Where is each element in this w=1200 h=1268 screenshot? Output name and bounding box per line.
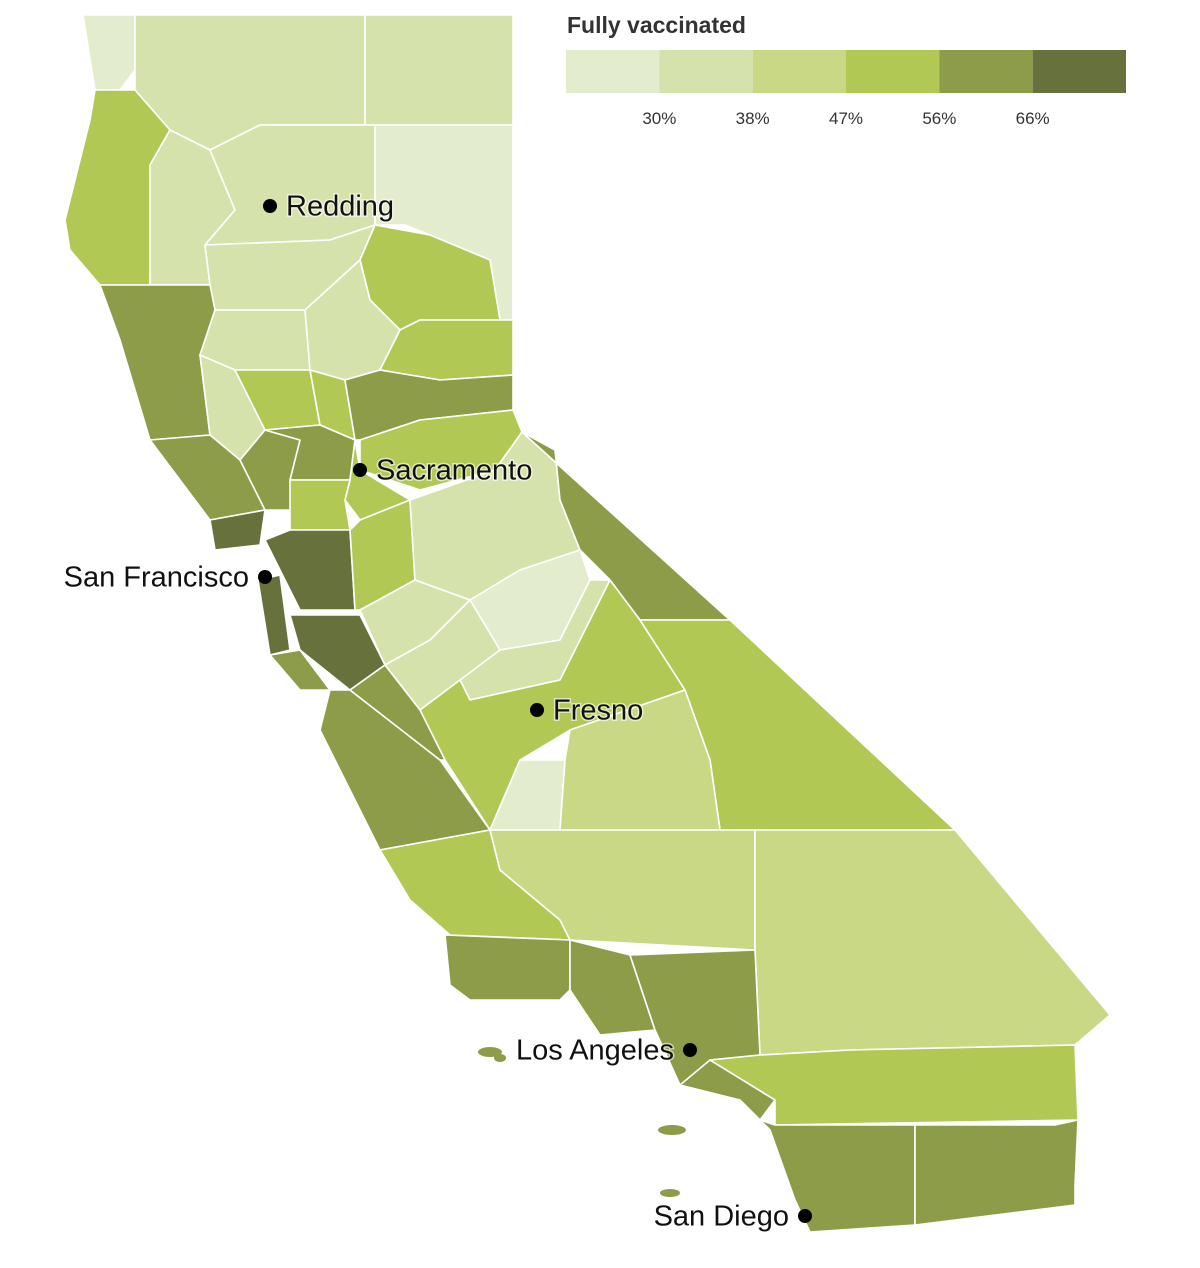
counties bbox=[64, 14, 1111, 1233]
county bbox=[679, 1059, 776, 1121]
county bbox=[319, 689, 491, 851]
city-dot bbox=[683, 1043, 697, 1057]
county bbox=[914, 1119, 1079, 1226]
city-label: Redding bbox=[286, 191, 394, 223]
legend-swatch bbox=[752, 50, 846, 93]
legend-swatch bbox=[1032, 50, 1126, 93]
county bbox=[257, 574, 291, 656]
island bbox=[660, 1189, 680, 1197]
legend-swatch bbox=[566, 50, 660, 93]
city-label: Los Angeles bbox=[516, 1035, 674, 1067]
county bbox=[349, 664, 446, 761]
city-dot bbox=[258, 570, 272, 584]
city-dot bbox=[798, 1209, 812, 1223]
island bbox=[658, 1125, 686, 1135]
island bbox=[478, 1047, 502, 1057]
legend-label: 30% bbox=[642, 109, 676, 128]
county bbox=[82, 14, 136, 91]
city-label: Fresno bbox=[553, 695, 643, 727]
legend-swatch bbox=[846, 50, 940, 93]
legend-title: Fully vaccinated bbox=[567, 12, 746, 38]
county bbox=[709, 1044, 1079, 1126]
city-dot bbox=[530, 703, 544, 717]
county bbox=[289, 479, 351, 531]
county bbox=[204, 124, 376, 246]
city-label: Sacramento bbox=[376, 455, 532, 487]
cities: Redding Sacramento San Francisco Fresno Los … bbox=[62, 189, 812, 1234]
city-label: San Diego bbox=[654, 1201, 789, 1233]
legend-swatch bbox=[939, 50, 1033, 93]
county bbox=[759, 1119, 916, 1233]
legend-label: 47% bbox=[829, 109, 863, 128]
county bbox=[99, 284, 216, 441]
county bbox=[199, 309, 311, 371]
county bbox=[209, 509, 266, 551]
city-dot bbox=[263, 199, 277, 213]
county bbox=[364, 14, 514, 126]
legend-label: 66% bbox=[1016, 109, 1050, 128]
legend-label: 38% bbox=[736, 109, 770, 128]
county bbox=[754, 829, 1111, 1056]
legend-swatch bbox=[659, 50, 753, 93]
city-label: San Francisco bbox=[64, 562, 249, 594]
island bbox=[494, 1054, 506, 1062]
city-dot bbox=[353, 463, 367, 477]
legend: Fully vaccinated 30% 38% 47% 56% 66% bbox=[566, 12, 1126, 128]
legend-label: 56% bbox=[922, 109, 956, 128]
county bbox=[444, 934, 571, 1001]
county bbox=[569, 939, 656, 1036]
